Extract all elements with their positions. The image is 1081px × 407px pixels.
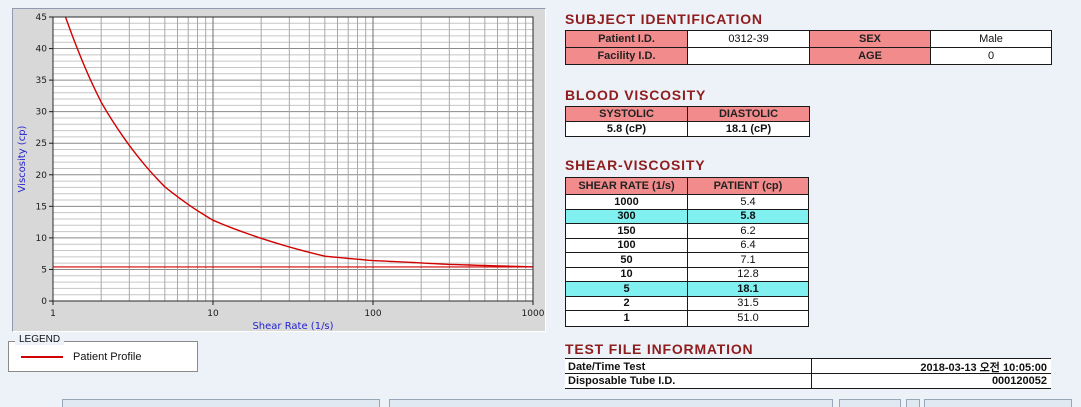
table-row: Patient I.D. 0312-39 SEX Male: [565, 30, 1052, 48]
shear-rate-value: 150: [566, 224, 688, 238]
shear-viscosity-table-body: 1000 5.4 300 5.8 150 6.2 100 6.4 50 7.1 10 12.8 5 18.…: [566, 195, 808, 326]
age-label: AGE: [809, 47, 931, 65]
x-tick-label: 1: [50, 309, 56, 319]
cropped-bottom-panel: [389, 399, 833, 407]
viscosity-chart-panel: 0 5 10 15 20 25 30 35 40 45 1 10 100 1000 Shear Rate (…: [12, 8, 546, 332]
shear-rate-value: 50: [566, 253, 688, 267]
shear-viscosity-row: 300 5.8: [566, 209, 808, 224]
test-file-table: Date/Time Test 2018-03-13 오전 10:05:00 Di…: [565, 358, 1051, 389]
shear-viscosity-row: 150 6.2: [566, 224, 808, 239]
table-row: 5.8 (cP) 18.1 (cP): [565, 121, 810, 137]
patient-profile-line-sample: [21, 355, 63, 358]
chart-grid: [52, 16, 534, 302]
age-value: 0: [930, 47, 1052, 65]
shear-viscosity-row: 100 6.4: [566, 238, 808, 253]
legend-item: Patient Profile: [9, 342, 197, 371]
shear-viscosity-row: 1 51.0: [566, 311, 808, 326]
patient-viscosity-value: 6.2: [740, 224, 756, 237]
date-time-test-value: 2018-03-13 오전 10:05:00: [811, 359, 1051, 375]
table-row: Facility I.D. AGE 0: [565, 47, 1052, 65]
disposable-tube-id-label: Disposable Tube I.D.: [568, 375, 676, 387]
plot-background: [53, 17, 533, 301]
y-axis-title: Viscosity (cp): [17, 125, 28, 192]
legend-box: LEGEND Patient Profile: [8, 334, 198, 372]
y-tick-label: 25: [36, 139, 47, 149]
patient-id-label: Patient I.D.: [565, 30, 688, 48]
plot-border: [52, 16, 534, 302]
shear-viscosity-table: SHEAR RATE (1/s) PATIENT (cp) 1000 5.4 300…: [565, 177, 809, 327]
shear-viscosity-row: 10 12.8: [566, 267, 808, 282]
shear-rate-value: 300: [566, 209, 688, 223]
date-time-test-label: Date/Time Test: [568, 361, 646, 373]
patient-viscosity-value: 5.4: [740, 195, 756, 208]
patient-viscosity-value: 7.1: [740, 253, 756, 266]
cropped-bottom-panel: [924, 399, 1072, 407]
facility-id-label: Facility I.D.: [565, 47, 688, 65]
shear-viscosity-row: 50 7.1: [566, 253, 808, 268]
patient-profile-curve: [64, 17, 533, 268]
facility-id-value: [687, 47, 810, 65]
patient-viscosity-value: 31.5: [737, 297, 759, 310]
shear-rate-value: 100: [566, 238, 688, 252]
y-tick-label: 10: [36, 234, 48, 244]
x-tick-label: 1000: [522, 309, 545, 319]
systolic-value: 5.8 (cP): [565, 121, 688, 137]
shear-rate-value: 1: [566, 311, 688, 326]
subject-identification-heading: SUBJECT IDENTIFICATION: [565, 11, 763, 27]
chart-canvas: 0 5 10 15 20 25 30 35 40 45 1 10 100 1000 Shear Rate (…: [17, 13, 545, 331]
patient-viscosity-value: 12.8: [737, 268, 759, 281]
cropped-bottom-panel: [839, 399, 901, 407]
patient-viscosity-value: 51.0: [737, 312, 759, 325]
table-row: SYSTOLIC DIASTOLIC: [565, 106, 810, 122]
x-tick-label: 10: [207, 309, 219, 319]
diastolic-value: 18.1 (cP): [687, 121, 810, 137]
table-row: Date/Time Test 2018-03-13 오전 10:05:00: [565, 359, 1051, 375]
y-tick-label: 40: [36, 45, 48, 55]
shear-viscosity-row: 2 31.5: [566, 296, 808, 311]
legend-item-label: Patient Profile: [73, 350, 142, 363]
disposable-tube-id-value: 000120052: [811, 374, 1051, 388]
blood-viscosity-table: SYSTOLIC DIASTOLIC 5.8 (cP) 18.1 (cP): [565, 106, 810, 137]
shear-rate-value: 2: [566, 296, 688, 310]
diastolic-header: DIASTOLIC: [687, 106, 810, 122]
axis-tick-labels: 0 5 10 15 20 25 30 35 40 45 1 10 100 1000: [36, 13, 545, 319]
sex-value: Male: [930, 30, 1052, 48]
blood-viscosity-heading: BLOOD VISCOSITY: [565, 87, 707, 103]
patient-viscosity-value: 5.8: [740, 210, 756, 223]
y-tick-label: 35: [36, 76, 47, 86]
table-row: Disposable Tube I.D. 000120052: [565, 374, 1051, 389]
systolic-header: SYSTOLIC: [565, 106, 688, 122]
test-file-information-heading: TEST FILE INFORMATION: [565, 341, 754, 357]
y-tick-label: 45: [36, 13, 47, 23]
legend-title: LEGEND: [15, 334, 65, 345]
shear-rate-value: 10: [566, 267, 688, 281]
cropped-bottom-panel: [906, 399, 920, 407]
shear-rate-value: 5: [566, 282, 688, 296]
shear-viscosity-table-header: SHEAR RATE (1/s) PATIENT (cp): [566, 178, 808, 195]
y-tick-label: 15: [36, 202, 47, 212]
patient-viscosity-value: 6.4: [740, 239, 756, 252]
y-tick-label: 0: [41, 297, 47, 307]
x-tick-label: 100: [364, 309, 381, 319]
y-tick-label: 30: [36, 108, 48, 118]
x-axis-title: Shear Rate (1/s): [252, 321, 333, 331]
cropped-bottom-panel: [62, 399, 380, 407]
shear-viscosity-heading: SHEAR-VISCOSITY: [565, 157, 706, 173]
shear-viscosity-row: 5 18.1: [566, 282, 808, 297]
y-tick-label: 20: [36, 171, 48, 181]
patient-column-header: PATIENT (cp): [688, 178, 808, 194]
subject-identification-table: Patient I.D. 0312-39 SEX Male Facility I…: [565, 30, 1052, 65]
shear-rate-column-header: SHEAR RATE (1/s): [566, 178, 688, 194]
patient-viscosity-value: 18.1: [737, 282, 759, 295]
patient-id-value: 0312-39: [687, 30, 810, 48]
y-tick-label: 5: [41, 265, 47, 275]
shear-rate-value: 1000: [566, 195, 688, 209]
sex-label: SEX: [809, 30, 931, 48]
shear-viscosity-row: 1000 5.4: [566, 195, 808, 210]
